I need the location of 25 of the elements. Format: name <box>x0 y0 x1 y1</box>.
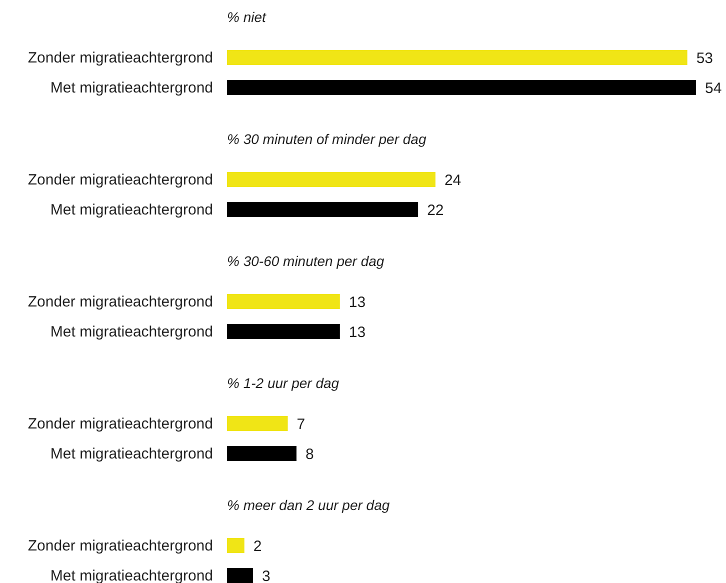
y-tick-label: Met migratieachtergrond <box>50 567 213 583</box>
chart-title: % 1-2 uur per dag <box>227 374 340 393</box>
y-tick-label: Met migratieachtergrond <box>50 79 213 96</box>
y-tick-label: Zonder migratieachtergrond <box>28 293 213 310</box>
data-label: 22 <box>427 202 444 219</box>
data-label: 2 <box>253 538 262 555</box>
y-tick-label: Zonder migratieachtergrond <box>28 537 213 554</box>
data-label: 7 <box>296 416 306 433</box>
y-tick-label: Zonder migratieachtergrond <box>28 415 213 432</box>
chart-title: % 30 minuten of minder per dag <box>227 130 426 149</box>
data-label: 3 <box>262 568 270 583</box>
text: % meer dan 2 uur per dag <box>227 496 390 515</box>
y-tick-label: Met migratieachtergrond <box>50 445 213 462</box>
data-label: 8 <box>305 446 314 463</box>
data-label: 53 <box>696 50 713 67</box>
y-tick-label: Met migratieachtergrond <box>50 201 213 218</box>
chart-title: % 30-60 minuten per dag <box>227 252 384 271</box>
chart-title: % niet <box>227 8 266 27</box>
y-tick-label: Met migratieachtergrond <box>50 323 213 340</box>
y-tick-label: Zonder migratieachtergrond <box>28 171 213 188</box>
data-label: 54 <box>705 80 722 97</box>
y-tick-label: Zonder migratieachtergrond <box>28 49 213 66</box>
data-label: 13 <box>348 324 366 341</box>
data-label: 13 <box>348 294 366 311</box>
data-label: 24 <box>444 172 462 189</box>
